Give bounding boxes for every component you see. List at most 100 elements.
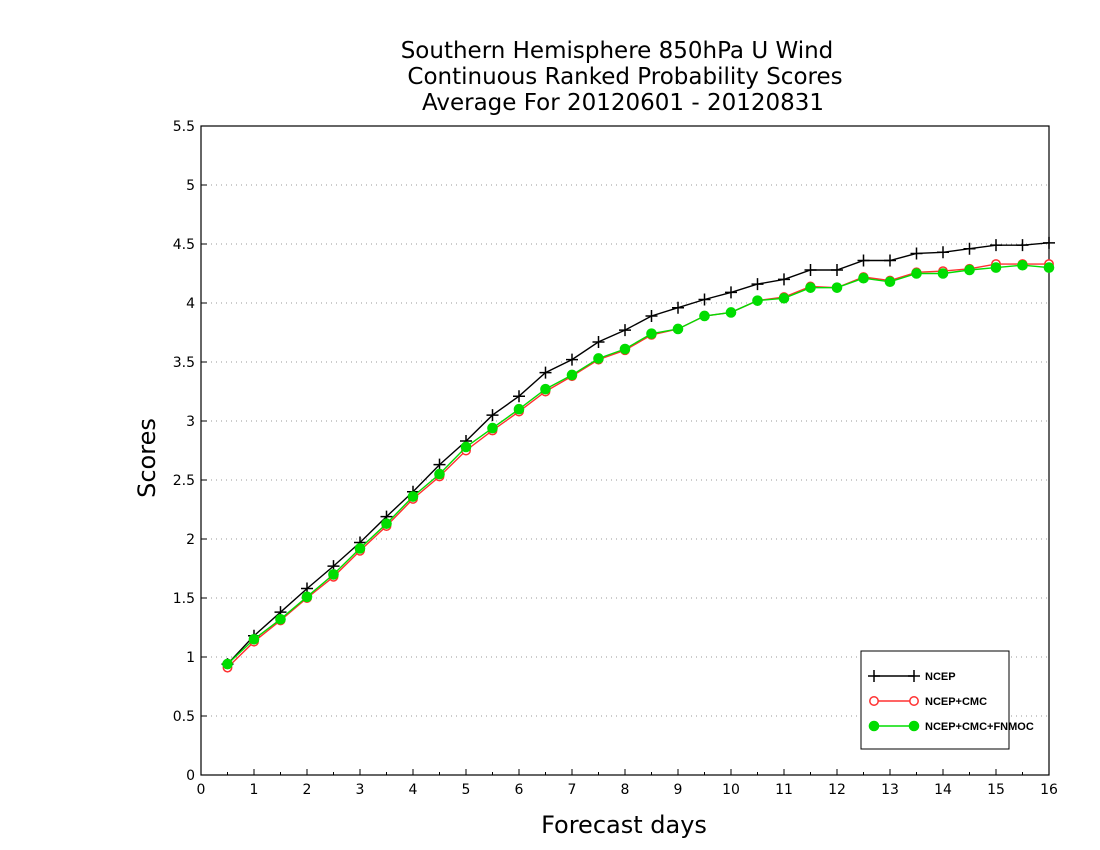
data-point bbox=[487, 422, 498, 434]
y-tick-label: 4 bbox=[186, 296, 195, 312]
data-point bbox=[937, 246, 949, 259]
series-ncep-cmc-fnmoc bbox=[222, 259, 1055, 670]
x-tick-label: 11 bbox=[775, 782, 793, 798]
y-tick-label: 5 bbox=[186, 178, 195, 194]
y-tick-label: 3 bbox=[186, 414, 195, 430]
data-point bbox=[460, 441, 472, 453]
data-point bbox=[778, 273, 790, 286]
x-tick-label: 12 bbox=[828, 782, 846, 798]
data-point bbox=[884, 276, 896, 288]
series-ncep-cmc bbox=[222, 259, 1054, 673]
data-point bbox=[1043, 262, 1055, 273]
data-point bbox=[698, 293, 711, 306]
data-point bbox=[911, 268, 922, 279]
x-tick-label: 4 bbox=[409, 782, 418, 798]
data-point bbox=[328, 569, 339, 580]
y-tick-label: 1.5 bbox=[173, 591, 195, 607]
y-tick-label: 5.5 bbox=[173, 119, 195, 135]
series-line bbox=[227, 263, 1049, 669]
series-ncep bbox=[221, 236, 1055, 671]
data-point bbox=[354, 543, 366, 554]
data-point bbox=[752, 295, 763, 306]
legend-marker bbox=[868, 670, 880, 682]
series-line bbox=[227, 264, 1050, 665]
data-point bbox=[593, 353, 604, 364]
data-point bbox=[672, 301, 684, 314]
y-tick-label: 2 bbox=[186, 532, 195, 548]
data-point bbox=[619, 343, 631, 355]
data-point bbox=[566, 369, 578, 381]
series-line bbox=[226, 242, 1050, 665]
grid bbox=[201, 184, 1049, 717]
data-point bbox=[805, 282, 816, 293]
legend: NCEP NCEP+CMC NCEP+CMC+FNMOC bbox=[860, 650, 1034, 750]
data-point bbox=[645, 309, 658, 322]
legend-entry: NCEP+CMC+FNMOC bbox=[868, 720, 1034, 733]
data-point bbox=[699, 310, 710, 322]
data-point bbox=[858, 272, 869, 284]
legend-items: NCEP NCEP+CMC NCEP+CMC+FNMOC bbox=[868, 670, 1034, 733]
x-tick-label: 1 bbox=[250, 782, 259, 798]
x-tick-label: 7 bbox=[568, 782, 577, 798]
legend-marker bbox=[908, 720, 920, 732]
data-point bbox=[831, 282, 843, 293]
data-point bbox=[275, 613, 286, 625]
legend-box bbox=[860, 650, 1010, 750]
x-tick-label: 14 bbox=[934, 782, 952, 798]
x-tick-label: 13 bbox=[881, 782, 899, 798]
data-point bbox=[646, 328, 657, 339]
data-point bbox=[778, 292, 790, 304]
chart-subtitle-period: Average For 20120601 - 20120831 bbox=[422, 90, 824, 116]
x-tick-label: 5 bbox=[462, 782, 471, 798]
data-point bbox=[831, 263, 843, 276]
data-point bbox=[964, 264, 975, 276]
legend-label: NCEP+CMC bbox=[925, 696, 987, 708]
data-point bbox=[513, 390, 525, 403]
data-point bbox=[248, 634, 260, 645]
data-point bbox=[857, 254, 870, 267]
data-point bbox=[910, 247, 923, 260]
data-point bbox=[619, 324, 631, 337]
y-axis-label: Scores bbox=[133, 418, 161, 498]
data-point bbox=[539, 366, 552, 379]
x-tick-label: 2 bbox=[303, 782, 312, 798]
data-point bbox=[804, 263, 817, 276]
legend-marker bbox=[868, 720, 880, 732]
legend-marker bbox=[869, 696, 879, 706]
y-tick-label: 4.5 bbox=[173, 237, 195, 253]
data-point bbox=[937, 268, 949, 279]
data-point bbox=[513, 403, 525, 415]
data-point bbox=[592, 335, 605, 348]
y-tick-label: 0 bbox=[186, 768, 195, 784]
legend-label: NCEP+CMC+FNMOC bbox=[925, 721, 1034, 733]
y-tick-label: 3.5 bbox=[173, 355, 195, 371]
data-point bbox=[963, 242, 976, 255]
x-tick-label: 6 bbox=[515, 782, 524, 798]
x-tick-label: 3 bbox=[356, 782, 365, 798]
data-point bbox=[672, 323, 684, 335]
data-point bbox=[884, 254, 896, 267]
axis-ticks: 00.511.522.533.544.555.50 1 2 3 4 5 6 7 8 9 10 11 12… bbox=[173, 119, 1058, 798]
x-tick-label: 15 bbox=[987, 782, 1005, 798]
data-point bbox=[407, 491, 419, 502]
data-point bbox=[381, 518, 392, 529]
data-point bbox=[1017, 259, 1028, 271]
x-axis-label: Forecast days bbox=[541, 811, 707, 839]
legend-entry: NCEP bbox=[868, 670, 956, 683]
data-point bbox=[222, 658, 233, 670]
legend-marker bbox=[908, 670, 920, 682]
data-point bbox=[434, 468, 445, 480]
data-point bbox=[751, 278, 764, 291]
data-point bbox=[486, 409, 499, 422]
x-tick-label: 8 bbox=[621, 782, 630, 798]
x-tick-label: 10 bbox=[722, 782, 740, 798]
chart-subtitle: Continuous Ranked Probability Scores bbox=[407, 64, 842, 90]
x-tick-label: 16 bbox=[1040, 782, 1058, 798]
legend-entry: NCEP+CMC bbox=[869, 696, 987, 708]
y-tick-label: 1 bbox=[186, 650, 195, 666]
x-tick-label: 9 bbox=[674, 782, 683, 798]
data-point bbox=[1016, 239, 1029, 252]
data-point bbox=[725, 286, 737, 299]
y-tick-label: 2.5 bbox=[173, 473, 195, 489]
data-point bbox=[301, 591, 313, 603]
